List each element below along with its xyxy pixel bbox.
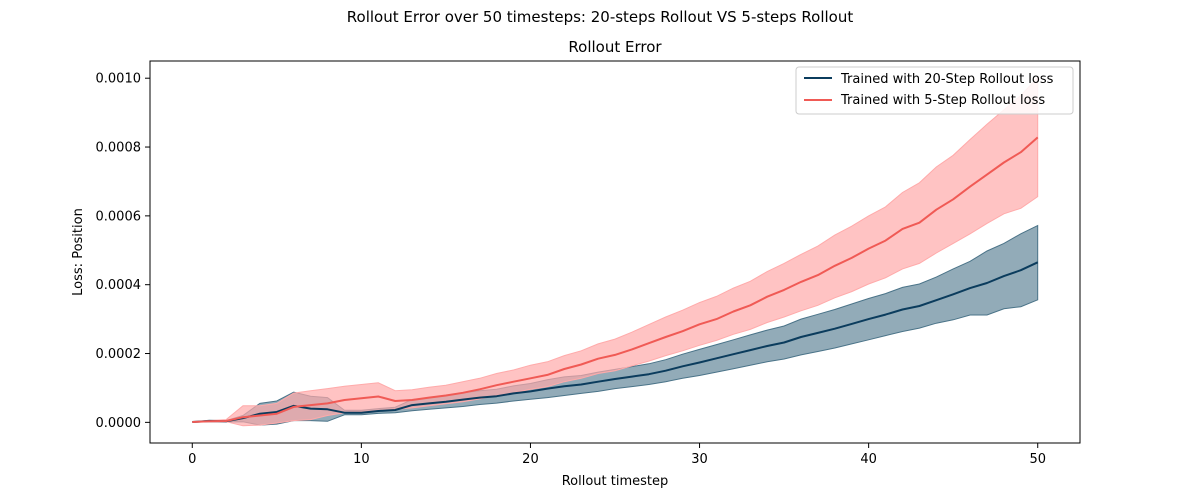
axes-frame	[149, 60, 1081, 444]
y-tick-label: 0.0008	[96, 141, 142, 156]
x-axis-label: Rollout timestep	[562, 474, 669, 489]
series-line-5-step	[192, 136, 1039, 423]
legend-label-20-step: Trained with 20-Step Rollout loss	[840, 72, 1054, 87]
legend-label-5-step: Trained with 5-Step Rollout loss	[840, 93, 1045, 108]
legend-box	[795, 66, 1074, 115]
y-tick-label: 0.0010	[96, 72, 142, 87]
x-tick-label: 0	[188, 452, 196, 467]
x-tick-label: 30	[691, 452, 708, 467]
x-tick-label: 20	[522, 452, 539, 467]
figure-suptitle: Rollout Error over 50 timesteps: 20-step…	[347, 8, 854, 26]
x-tick-label: 50	[1029, 452, 1046, 467]
x-axis-ticks: 0 10 20 30 40 50	[188, 443, 1046, 467]
legend: Trained with 20-Step Rollout loss Traine…	[795, 66, 1074, 115]
y-tick-label: 0.0004	[96, 278, 142, 293]
confidence-band-5-step	[192, 76, 1039, 427]
x-tick-label: 40	[860, 452, 877, 467]
y-tick-label: 0.0006	[96, 209, 142, 224]
plot-area: 0 10 20 30 40 50 0.00000.00020.00040.00060.00…	[96, 60, 1081, 467]
series-lines	[192, 136, 1039, 423]
y-tick-label: 0.0002	[96, 347, 142, 362]
y-tick-label: 0.0000	[96, 416, 142, 431]
confidence-bands	[192, 76, 1039, 427]
y-axis-label: Loss: Position	[71, 208, 86, 296]
chart-title: Rollout Error	[568, 38, 662, 56]
x-tick-label: 10	[353, 452, 370, 467]
y-axis-ticks: 0.0000 0.0002 0.0004 0.0006 0.0008 0.0010	[96, 72, 150, 431]
series-line-20-step	[192, 261, 1039, 423]
